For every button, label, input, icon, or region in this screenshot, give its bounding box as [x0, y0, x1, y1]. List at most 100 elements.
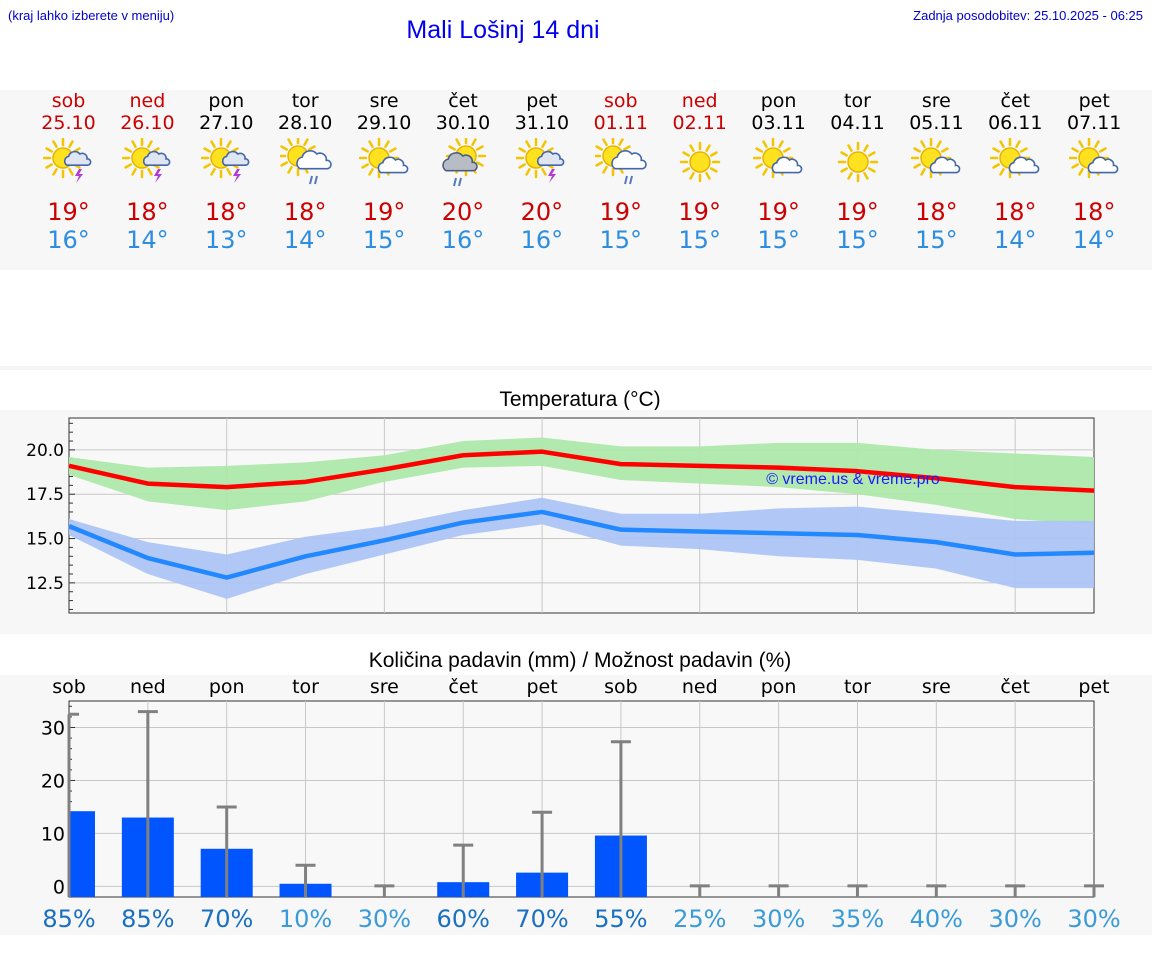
- max-temperature: 19°: [836, 198, 879, 226]
- sun-icon: [674, 138, 726, 190]
- day-date: 02.11: [672, 112, 727, 134]
- min-temperature: 15°: [678, 226, 721, 254]
- max-temperature: 18°: [915, 198, 958, 226]
- day-name: sre: [369, 90, 399, 112]
- max-temperature: 19°: [362, 198, 406, 226]
- day-forecast-9: pon 03.11 19° 15°: [739, 90, 818, 270]
- precip-probability: 30%: [1067, 905, 1120, 933]
- day-name: čet: [1000, 90, 1031, 112]
- min-temperature: 15°: [599, 226, 643, 254]
- day-name: sre: [921, 90, 951, 112]
- day-forecast-7: sob 01.11 19° 15°: [581, 90, 660, 270]
- precip-day-label: sre: [922, 676, 951, 698]
- precip-day-label: čet: [448, 676, 478, 698]
- day-date: 05.11: [909, 112, 964, 134]
- sun-small-cloud-icon: [910, 137, 963, 190]
- temperature-ytick-label: 12.5: [26, 574, 64, 594]
- precip-bar: [69, 811, 95, 897]
- day-date: 31.10: [514, 112, 570, 134]
- day-name: sob: [51, 90, 86, 112]
- sun-icon: [832, 138, 884, 190]
- day-name: ned: [681, 90, 718, 112]
- day-date: 30.10: [435, 112, 491, 134]
- day-name: sob: [604, 90, 638, 112]
- max-temperature: 18°: [994, 198, 1037, 226]
- day-date: 07.11: [1066, 112, 1122, 134]
- precip-probability: 60%: [437, 905, 490, 933]
- day-date: 25.10: [41, 112, 96, 134]
- max-temperature: 19°: [599, 198, 643, 226]
- precip-probability: 70%: [200, 905, 253, 933]
- precip-probability: 30%: [988, 905, 1041, 933]
- precip-probability: 40%: [910, 905, 963, 933]
- temperature-ytick-label: 20.0: [26, 441, 64, 461]
- precip-day-label: pon: [761, 676, 797, 698]
- last-update: Zadnja posodobitev: 25.10.2025 - 06:25: [913, 8, 1143, 23]
- precip-probability: 35%: [831, 905, 884, 933]
- min-temperature: 15°: [757, 226, 800, 254]
- precip-ytick-label: 20: [41, 770, 65, 792]
- precip-day-label: tor: [292, 676, 319, 698]
- watermark: © vreme.us & vreme.pro: [766, 471, 940, 488]
- min-temperature: 13°: [205, 226, 248, 254]
- sun-cloud-thunder-icon: [121, 137, 174, 190]
- day-forecast-0: sob 25.10 19° 16°: [29, 90, 108, 270]
- day-forecast-2: pon 27.10 18° 13°: [187, 90, 266, 270]
- precip-day-label: sre: [370, 676, 399, 698]
- precip-probability: 70%: [515, 905, 568, 933]
- min-temperature: 15°: [915, 226, 958, 254]
- max-temperature: 18°: [283, 198, 327, 226]
- day-forecast-6: pet 31.10 20° 16°: [502, 90, 581, 270]
- max-temperature-line: [68, 449, 1095, 493]
- max-temperature: 19°: [678, 198, 721, 226]
- precip-day-label: tor: [844, 676, 871, 698]
- sun-cloud-rain-icon: [277, 135, 332, 190]
- day-date: 03.11: [751, 112, 806, 134]
- min-temperature: 16°: [441, 226, 485, 254]
- precip-probability: 30%: [358, 905, 411, 933]
- precip-day-label: sob: [604, 676, 638, 698]
- sun-small-cloud-icon: [1068, 137, 1121, 190]
- location-menu-hint: (kraj lahko izberete v meniju): [8, 8, 175, 23]
- precip-ytick-label: 0: [53, 876, 65, 898]
- max-temperature: 19°: [757, 198, 800, 226]
- max-temperature-band: [69, 437, 1094, 525]
- min-temperature: 15°: [362, 226, 406, 254]
- day-date: 27.10: [199, 112, 254, 134]
- max-temperature: 20°: [520, 198, 564, 226]
- day-name: tor: [291, 90, 319, 112]
- day-date: 28.10: [277, 112, 333, 134]
- day-date: 04.11: [830, 112, 885, 134]
- divider: [0, 366, 1152, 370]
- precip-ytick-label: 30: [41, 717, 65, 739]
- precip-day-label: čet: [1000, 676, 1030, 698]
- day-date: 06.11: [988, 112, 1043, 134]
- precip-day-label: pet: [1078, 676, 1109, 698]
- day-forecast-10: tor 04.11 19° 15°: [818, 90, 897, 270]
- precip-probability: 30%: [752, 905, 805, 933]
- day-date: 29.10: [356, 112, 412, 134]
- sun-grey-cloud-rain-icon: [438, 135, 490, 190]
- day-forecast-11: sre 05.11 18° 15°: [897, 90, 976, 270]
- min-temperature: 15°: [836, 226, 879, 254]
- precip-probability: 25%: [673, 905, 726, 933]
- day-forecast-4: sre 29.10 19° 15°: [345, 90, 424, 270]
- sun-cloud-thunder-icon: [42, 137, 95, 190]
- min-temperature: 16°: [47, 226, 90, 254]
- sun-small-cloud-icon: [752, 137, 805, 190]
- day-forecast-13: pet 07.11 18° 14°: [1055, 90, 1134, 270]
- precip-day-label: ned: [682, 676, 718, 698]
- sun-cloud-rain-icon: [593, 135, 648, 190]
- day-name: pon: [208, 90, 245, 112]
- max-temperature: 18°: [1072, 198, 1116, 226]
- day-name: pet: [1078, 90, 1110, 112]
- day-date: 26.10: [120, 112, 175, 134]
- min-temperature: 14°: [126, 226, 169, 254]
- precip-day-label: ned: [130, 676, 166, 698]
- temperature-ytick-label: 15.0: [26, 530, 64, 550]
- day-name: tor: [844, 90, 871, 112]
- min-temperature: 14°: [994, 226, 1037, 254]
- page-title: Mali Lošinj 14 dni: [406, 16, 600, 44]
- precip-probability: 85%: [42, 905, 95, 933]
